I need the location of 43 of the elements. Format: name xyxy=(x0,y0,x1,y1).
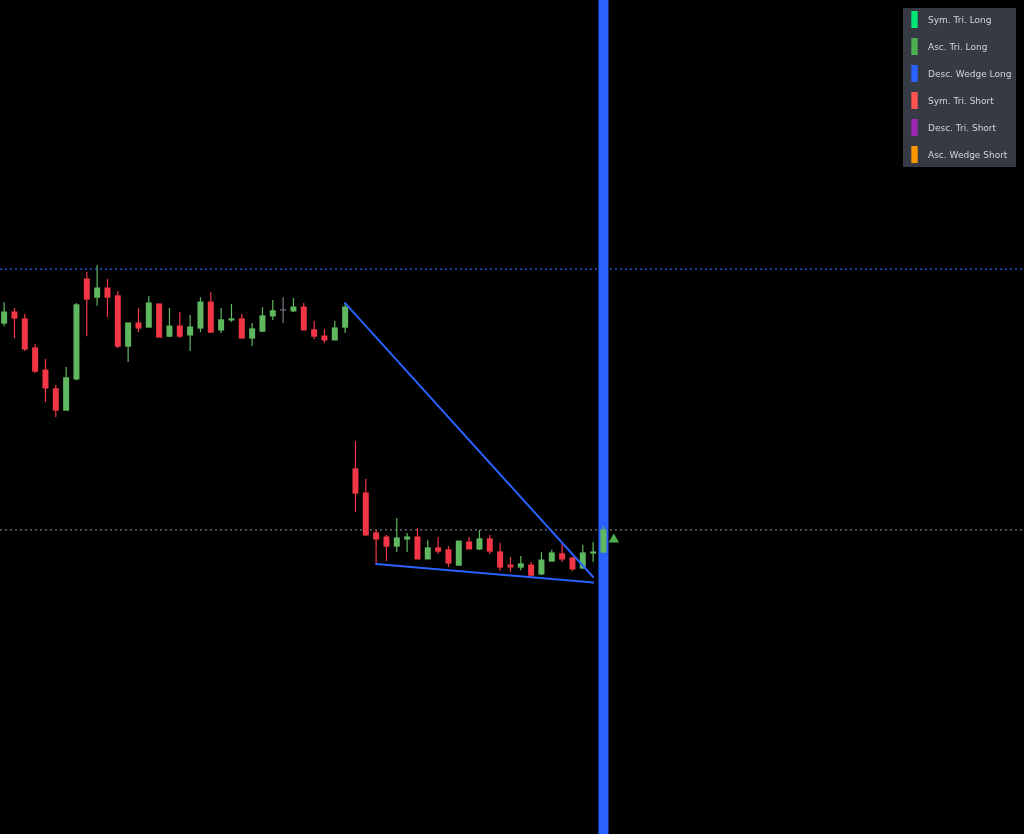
candlestick xyxy=(238,313,245,339)
candlestick xyxy=(187,314,194,352)
candlestick xyxy=(497,542,504,572)
candlestick xyxy=(590,541,597,563)
candlestick xyxy=(600,525,607,553)
candlestick xyxy=(42,358,49,403)
candlestick xyxy=(269,299,276,321)
candlestick xyxy=(228,303,235,323)
legend-label: Asc. Wedge Short xyxy=(928,149,1008,160)
candlestick xyxy=(249,322,256,347)
candlestick xyxy=(52,384,59,418)
candlestick xyxy=(393,517,400,553)
candlestick xyxy=(424,539,431,560)
candlestick xyxy=(11,307,18,339)
candlestick xyxy=(373,529,380,565)
candlestick xyxy=(435,536,442,555)
candlestick xyxy=(104,278,111,318)
legend-label: Asc. Tri. Long xyxy=(928,41,988,52)
candlestick xyxy=(476,529,483,551)
candlestick xyxy=(280,296,287,324)
candlestick xyxy=(414,527,421,560)
candlestick xyxy=(166,307,173,338)
candlestick xyxy=(1,301,8,327)
legend-label: Desc. Tri. Short xyxy=(928,122,997,133)
candlestick xyxy=(383,534,390,562)
candlestick xyxy=(259,306,266,333)
candlestick xyxy=(331,320,338,341)
candlestick xyxy=(342,302,349,334)
candlestick xyxy=(176,311,183,339)
candlestick xyxy=(300,302,307,331)
candlestick xyxy=(538,551,545,576)
legend-label: Desc. Wedge Long xyxy=(928,68,1012,79)
candlestick xyxy=(311,320,318,340)
candlestick xyxy=(135,307,142,333)
legend-label: Sym. Tri. Short xyxy=(928,95,995,106)
candlestick xyxy=(218,307,225,334)
legend-label: Sym. Tri. Long xyxy=(928,14,992,25)
candlestick xyxy=(404,532,411,553)
candlestick xyxy=(94,264,101,307)
candlestick xyxy=(559,543,566,563)
candlestick xyxy=(445,545,452,568)
candlestick xyxy=(486,534,493,555)
candlestick xyxy=(83,271,90,337)
